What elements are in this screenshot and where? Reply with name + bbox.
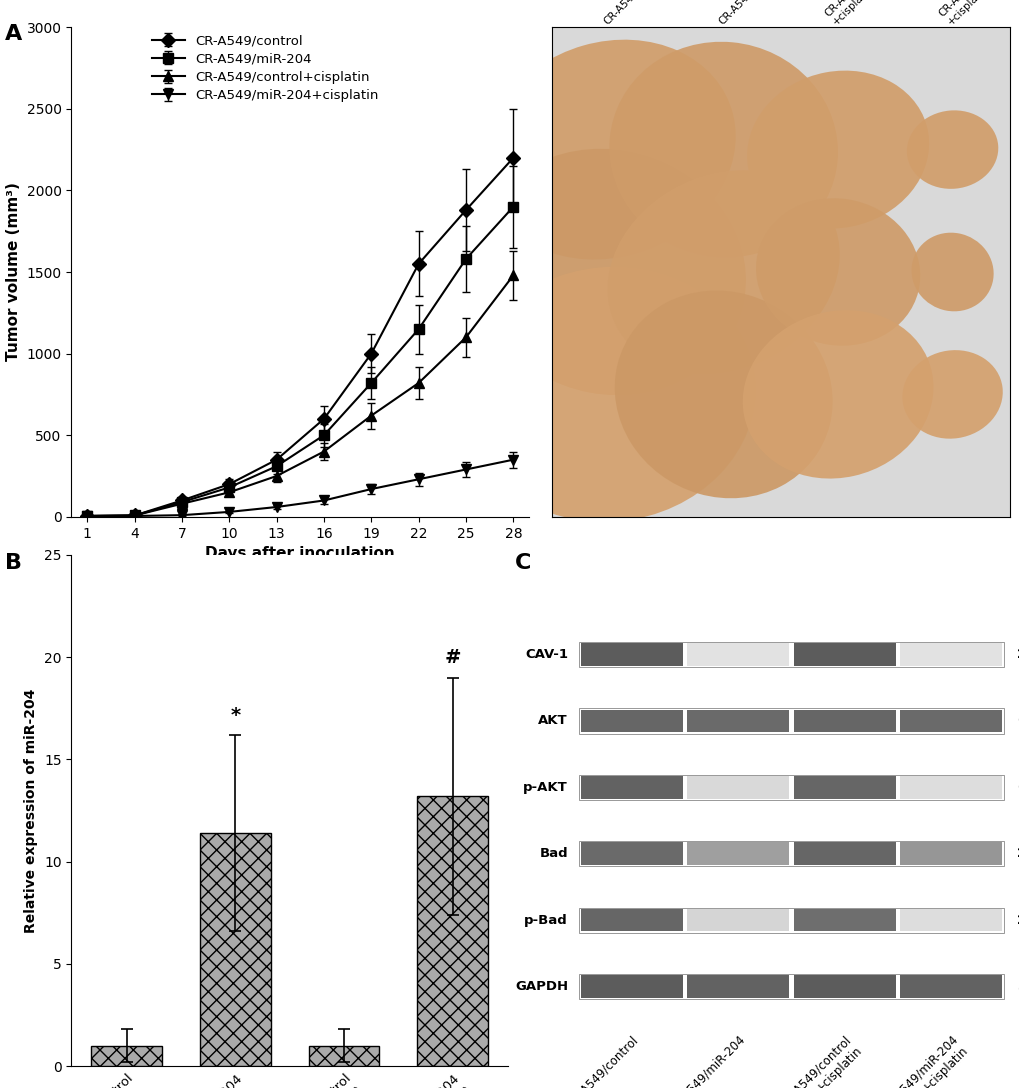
- Bar: [687, 975, 789, 998]
- Bar: [793, 975, 895, 998]
- Bar: [687, 908, 789, 931]
- Text: 60KDa: 60KDa: [1016, 781, 1019, 794]
- Bar: [687, 776, 789, 799]
- Text: 60KDa: 60KDa: [1016, 715, 1019, 728]
- Text: 37KDa: 37KDa: [1016, 980, 1019, 993]
- Ellipse shape: [614, 290, 832, 498]
- Text: CAV-1: CAV-1: [525, 648, 568, 662]
- Ellipse shape: [911, 233, 993, 311]
- Text: CR-A549/miR-204
+cisplatin: CR-A549/miR-204 +cisplatin: [877, 1033, 970, 1088]
- Text: 23KDa: 23KDa: [1016, 848, 1019, 861]
- Bar: [578, 841, 1004, 866]
- Y-axis label: Relative expression of miR-204: Relative expression of miR-204: [24, 689, 39, 932]
- Text: CR-A549/miR-204
+cisplatin: CR-A549/miR-204 +cisplatin: [936, 0, 1016, 27]
- Text: A: A: [5, 24, 22, 44]
- Bar: [578, 708, 1004, 733]
- Text: 24KDa: 24KDa: [1016, 648, 1019, 662]
- Text: CR-A549/miR-204: CR-A549/miR-204: [716, 0, 788, 27]
- Bar: [580, 975, 683, 998]
- Bar: [580, 908, 683, 931]
- Bar: [793, 842, 895, 865]
- Bar: [578, 642, 1004, 667]
- Text: *: *: [230, 706, 240, 725]
- Bar: [200, 833, 270, 1066]
- Text: p-Bad: p-Bad: [524, 914, 568, 927]
- Bar: [900, 643, 1002, 666]
- Text: p-AKT: p-AKT: [523, 781, 568, 794]
- Ellipse shape: [607, 170, 839, 374]
- Text: CR-A549/control
+cisplatin: CR-A549/control +cisplatin: [776, 1033, 864, 1088]
- Bar: [793, 709, 895, 732]
- Bar: [900, 908, 1002, 931]
- Bar: [580, 776, 683, 799]
- Text: CR-A549/miR-204: CR-A549/miR-204: [664, 1033, 747, 1088]
- Text: GAPDH: GAPDH: [515, 980, 568, 993]
- Bar: [580, 709, 683, 732]
- Text: B: B: [5, 553, 22, 572]
- Bar: [687, 643, 789, 666]
- Ellipse shape: [906, 110, 998, 189]
- Bar: [900, 776, 1002, 799]
- Bar: [417, 796, 487, 1066]
- Text: Bad: Bad: [539, 848, 568, 861]
- Text: C: C: [515, 553, 531, 572]
- Ellipse shape: [463, 267, 755, 522]
- Bar: [580, 643, 683, 666]
- Legend: CR-A549/control, CR-A549/miR-204, CR-A549/control+cisplatin, CR-A549/miR-204+cis: CR-A549/control, CR-A549/miR-204, CR-A54…: [147, 29, 384, 108]
- Text: #: #: [444, 648, 461, 667]
- Ellipse shape: [482, 39, 735, 260]
- Bar: [687, 709, 789, 732]
- Text: CR-A549/control: CR-A549/control: [601, 0, 668, 27]
- Bar: [309, 1046, 379, 1066]
- Ellipse shape: [746, 71, 928, 228]
- Ellipse shape: [902, 350, 1002, 438]
- Bar: [900, 975, 1002, 998]
- Ellipse shape: [608, 41, 838, 258]
- Bar: [793, 643, 895, 666]
- Ellipse shape: [472, 149, 745, 395]
- Y-axis label: Tumor volume (mm³): Tumor volume (mm³): [6, 183, 21, 361]
- Bar: [580, 842, 683, 865]
- Ellipse shape: [755, 198, 919, 346]
- Bar: [793, 776, 895, 799]
- Bar: [687, 842, 789, 865]
- Ellipse shape: [742, 310, 932, 479]
- Bar: [578, 775, 1004, 800]
- Text: CR-A549/control: CR-A549/control: [564, 1033, 641, 1088]
- Bar: [91, 1046, 162, 1066]
- Bar: [793, 908, 895, 931]
- Text: CR-A549/control
+cisplatin: CR-A549/control +cisplatin: [822, 0, 897, 27]
- Bar: [578, 907, 1004, 932]
- Bar: [578, 974, 1004, 999]
- Text: AKT: AKT: [538, 715, 568, 728]
- Bar: [900, 709, 1002, 732]
- Text: 23KDa: 23KDa: [1016, 914, 1019, 927]
- X-axis label: Days after inoculation: Days after inoculation: [205, 546, 394, 561]
- Bar: [900, 842, 1002, 865]
